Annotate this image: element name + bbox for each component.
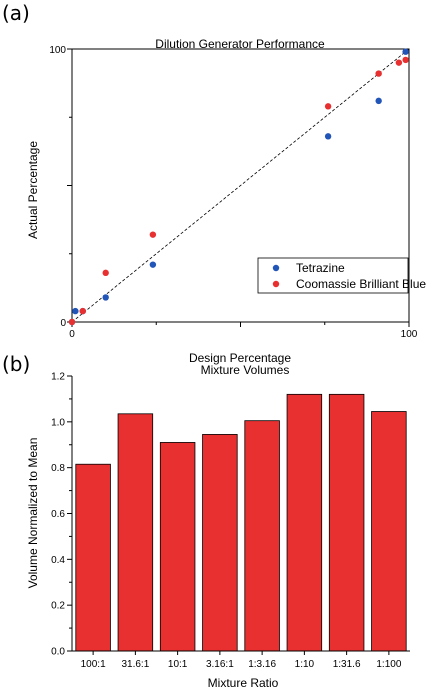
panel-b-label: (b) — [2, 352, 30, 376]
bar-y-tick-label: 1.0 — [51, 417, 65, 428]
tetrazine-point — [149, 261, 157, 268]
tetrazine-point — [402, 48, 409, 55]
tetrazine-point — [375, 97, 382, 105]
coomassie-point — [402, 56, 409, 64]
legend-label: Tetrazine — [296, 261, 345, 275]
scatter-y-tick-label: 100 — [49, 45, 66, 56]
bar — [244, 420, 280, 652]
bar-x-tick-label: 100:1 — [81, 659, 106, 670]
bar-x-axis-label: Mixture Ratio — [208, 676, 279, 690]
legend-box — [257, 257, 409, 294]
bar-x-tick-label: 3.16:1 — [206, 659, 234, 670]
bar-x-tick-label: 31.6:1 — [121, 659, 149, 670]
scatter-x-tick-label: 0 — [69, 329, 75, 340]
bar-y-tick-label: 0.6 — [51, 509, 65, 520]
bar-y-tick-label: 0.8 — [51, 463, 65, 474]
coomassie-point — [68, 318, 76, 326]
bar — [371, 411, 407, 652]
bar-chart-title: Mixture Volumes — [201, 363, 290, 377]
bars — [75, 393, 407, 652]
scatter-tick-marks — [67, 48, 410, 327]
legend-marker-tetrazine — [272, 264, 280, 272]
coomassie-point — [79, 307, 86, 315]
bar-x-ticks: 100:1 31.6:1 10:1 3.16:1 1:3.16 1:10 1:31.6 1:1… — [81, 651, 402, 670]
bar-y-tick-label: 1.2 — [51, 372, 65, 383]
panel-a-label: (a) — [2, 1, 30, 25]
bar-chart: Mixture Volumes Mixture Ratio Volume Nor… — [26, 363, 410, 690]
bar — [328, 393, 365, 652]
coomassie-point — [375, 70, 382, 77]
coomassie-point — [324, 103, 332, 110]
bar-y-axis-label: Volume Normalized to Mean — [26, 438, 40, 589]
coomassie-point — [149, 231, 157, 238]
bar — [202, 434, 238, 652]
tetrazine-point — [102, 294, 109, 301]
bar — [75, 463, 111, 652]
legend-marker-coomassie — [272, 280, 280, 288]
tetrazine-point — [72, 307, 79, 315]
scatter-x-axis-label: Design Percentage — [189, 351, 291, 365]
bar-y-tick-label: 0.0 — [51, 647, 65, 658]
coomassie-point — [395, 59, 403, 66]
scatter-points — [68, 48, 409, 326]
scatter-y-axis-label: Actual Percentage — [26, 141, 40, 239]
bar-x-tick-label: 1:31.6 — [333, 659, 361, 670]
scatter-title: Dilution Generator Performance — [155, 37, 325, 51]
bar-x-tick-label: 1:100 — [376, 659, 401, 670]
bar-x-tick-label: 1:3.16 — [248, 659, 276, 670]
scatter-y-tick-label: 0 — [60, 318, 66, 329]
bar — [286, 393, 323, 652]
bar — [117, 413, 154, 652]
scatter-legend: Tetrazine Coomassie Brilliant Blue — [257, 257, 426, 294]
scatter-chart: Dilution Generator Performance Design Pe… — [26, 37, 426, 365]
coomassie-point — [102, 269, 109, 277]
bar-y-tick-label: 0.4 — [51, 555, 65, 566]
scatter-x-tick-label: 100 — [401, 329, 418, 340]
bar-y-tick-label: 0.2 — [51, 601, 65, 612]
bar-y-ticks: 0.0 0.2 0.4 0.6 0.8 1.0 1.2 — [51, 372, 72, 658]
bar-x-tick-label: 10:1 — [168, 659, 188, 670]
bar — [159, 442, 196, 652]
bar-x-tick-label: 1:10 — [295, 659, 315, 670]
identity-reference-line — [71, 48, 410, 323]
legend-label: Coomassie Brilliant Blue — [296, 277, 426, 291]
tetrazine-point — [324, 133, 332, 140]
